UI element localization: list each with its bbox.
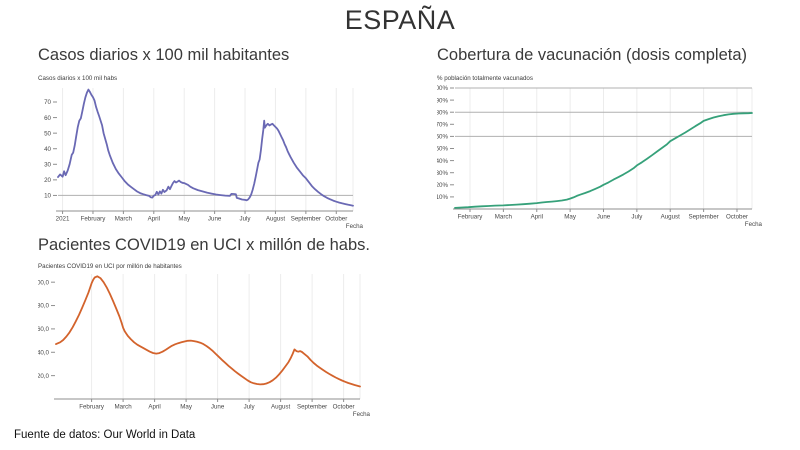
svg-text:2021: 2021 bbox=[56, 216, 70, 223]
svg-text:October: October bbox=[333, 404, 355, 411]
daily-cases-title: Casos diarios x 100 mil habitantes bbox=[38, 46, 290, 64]
svg-text:October: October bbox=[726, 214, 748, 221]
svg-text:40,0: 40,0 bbox=[38, 350, 50, 357]
svg-text:10%: 10% bbox=[437, 194, 448, 201]
svg-text:100,0: 100,0 bbox=[38, 280, 50, 287]
svg-text:October: October bbox=[325, 216, 347, 223]
svg-text:60%: 60% bbox=[437, 134, 448, 141]
svg-text:80%: 80% bbox=[437, 110, 448, 117]
svg-text:August: August bbox=[661, 214, 681, 221]
daily-cases-plot: 10 20 30 40 50 60 70 2021 February March April May J… bbox=[44, 88, 364, 230]
icu-patients-title: Pacientes COVID19 en UCI x millón de hab… bbox=[38, 236, 370, 254]
svg-text:March: March bbox=[114, 404, 132, 411]
svg-text:July: July bbox=[244, 404, 256, 411]
icu-patients-plot: 20,0 40,0 60,0 80,0 100,0 February March April M… bbox=[38, 274, 371, 418]
svg-text:30%: 30% bbox=[437, 170, 448, 177]
icu-axis-caption: Pacientes COVID19 en UCI por millón de h… bbox=[38, 262, 182, 270]
svg-text:August: August bbox=[266, 216, 286, 223]
svg-text:June: June bbox=[597, 214, 611, 221]
svg-text:May: May bbox=[564, 214, 577, 221]
svg-text:July: July bbox=[631, 214, 643, 221]
page-title: ESPAÑA bbox=[344, 5, 456, 35]
daily-cases-axis-caption: Casos diarios x 100 mil habs bbox=[38, 74, 118, 82]
svg-text:June: June bbox=[208, 216, 222, 223]
svg-text:March: March bbox=[495, 214, 513, 221]
svg-text:April: April bbox=[148, 216, 160, 223]
vaccination-axis-caption: % población totalmente vacunados bbox=[437, 74, 533, 82]
svg-text:10: 10 bbox=[44, 193, 51, 200]
svg-text:90%: 90% bbox=[437, 98, 448, 105]
svg-text:20,0: 20,0 bbox=[38, 373, 50, 380]
svg-text:20%: 20% bbox=[437, 182, 448, 189]
svg-text:70: 70 bbox=[44, 99, 51, 106]
vaccination-coverage-plot: 10% 20% 30% 40% 50% 60% 70% 80% 90% 100% February M… bbox=[437, 85, 763, 228]
svg-text:Fecha: Fecha bbox=[346, 223, 364, 230]
svg-text:September: September bbox=[688, 214, 718, 221]
svg-text:70%: 70% bbox=[437, 122, 448, 129]
svg-text:80,0: 80,0 bbox=[38, 303, 50, 310]
svg-text:40%: 40% bbox=[437, 158, 448, 165]
source-note: Fuente de datos: Our World in Data bbox=[14, 429, 196, 441]
svg-text:February: February bbox=[458, 214, 484, 221]
svg-text:Fecha: Fecha bbox=[745, 221, 763, 228]
svg-text:July: July bbox=[240, 216, 252, 223]
svg-text:May: May bbox=[178, 216, 191, 223]
svg-text:50: 50 bbox=[44, 131, 51, 138]
svg-text:February: February bbox=[81, 216, 107, 223]
svg-text:40: 40 bbox=[44, 146, 51, 153]
vaccination-coverage-chart: Cobertura de vacunación (dosis completa)… bbox=[437, 46, 797, 232]
svg-text:June: June bbox=[211, 404, 225, 411]
svg-text:20: 20 bbox=[44, 177, 51, 184]
svg-text:September: September bbox=[291, 216, 321, 223]
svg-text:60: 60 bbox=[44, 115, 51, 122]
svg-text:August: August bbox=[271, 404, 291, 411]
svg-text:April: April bbox=[148, 404, 160, 411]
svg-text:50%: 50% bbox=[437, 146, 448, 153]
svg-text:April: April bbox=[531, 214, 543, 221]
svg-text:September: September bbox=[297, 404, 327, 411]
svg-text:May: May bbox=[180, 404, 193, 411]
svg-text:100%: 100% bbox=[437, 85, 448, 92]
svg-text:60,0: 60,0 bbox=[38, 326, 50, 333]
vaccination-coverage-title: Cobertura de vacunación (dosis completa) bbox=[437, 46, 747, 64]
svg-text:February: February bbox=[79, 404, 105, 411]
svg-text:30: 30 bbox=[44, 162, 51, 169]
svg-text:Fecha: Fecha bbox=[353, 411, 371, 418]
svg-text:March: March bbox=[115, 216, 133, 223]
icu-patients-chart: Pacientes COVID19 en UCI x millón de hab… bbox=[38, 236, 398, 422]
daily-cases-chart: Casos diarios x 100 mil habitantes Casos… bbox=[38, 46, 398, 234]
